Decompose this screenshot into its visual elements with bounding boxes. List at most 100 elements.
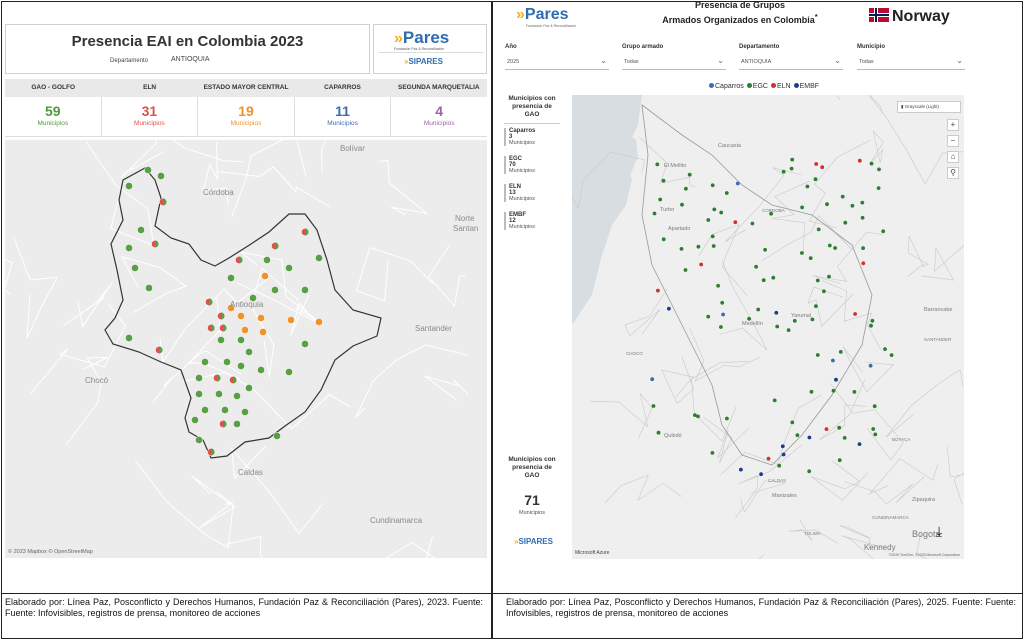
municipality-marker bbox=[809, 389, 814, 394]
rmap-label-bogota: Bogota bbox=[912, 529, 941, 539]
municipality-marker bbox=[223, 358, 231, 366]
municipality-marker bbox=[656, 430, 661, 435]
municipality-marker bbox=[842, 436, 847, 440]
right-map[interactable]: ▮ Grayscale (Light) + − ⌂ ⚲ Caucasia El … bbox=[572, 95, 964, 559]
muni-boundary bbox=[230, 446, 324, 535]
filter-group[interactable]: Grupo armado Todas ⌄ bbox=[622, 44, 726, 70]
muni-boundary bbox=[225, 536, 264, 558]
right-title-line2-wrap: Armados Organizados en Colombia* bbox=[630, 11, 850, 26]
municipality-marker-half bbox=[239, 256, 243, 264]
locate-button[interactable]: ⚲ bbox=[947, 167, 959, 179]
kpi-value: 19 bbox=[238, 103, 254, 119]
filter-group-select[interactable]: Todas ⌄ bbox=[622, 56, 726, 70]
municipality-marker bbox=[781, 452, 786, 457]
municipality-marker bbox=[822, 289, 826, 294]
rmap-label-manizales: Manizales bbox=[772, 493, 797, 499]
municipality-marker bbox=[877, 167, 881, 172]
group-sub: Municipios bbox=[509, 224, 535, 230]
download-icon[interactable]: ⤓ bbox=[936, 523, 943, 539]
muni-boundary bbox=[191, 475, 236, 529]
zoom-in-button[interactable]: + bbox=[947, 119, 959, 131]
road-line bbox=[916, 533, 928, 559]
municipality-marker bbox=[827, 274, 831, 279]
municipality-marker bbox=[763, 247, 767, 252]
municipality-marker bbox=[837, 425, 842, 430]
filter-department-label: Departamento bbox=[739, 44, 780, 50]
road-line bbox=[821, 280, 882, 350]
municipality-marker bbox=[719, 210, 724, 215]
muni-boundary bbox=[424, 375, 469, 401]
municipality-marker-half bbox=[211, 324, 215, 332]
municipality-marker bbox=[831, 388, 836, 393]
municipality-marker-half bbox=[163, 198, 167, 206]
municipality-marker bbox=[808, 256, 813, 260]
rmap-label-cordoba: CORDOBA bbox=[762, 208, 785, 213]
municipality-marker bbox=[285, 368, 293, 376]
map-legend: Caparros EGC ELN EMBF bbox=[706, 83, 819, 90]
municipality-marker bbox=[807, 435, 812, 440]
municipality-marker-half bbox=[209, 298, 213, 306]
road-line bbox=[830, 383, 904, 461]
road-line bbox=[907, 235, 930, 278]
municipality-marker bbox=[769, 211, 773, 216]
road-line bbox=[698, 224, 748, 296]
filter-year-select[interactable]: 2025 ⌄ bbox=[505, 56, 609, 70]
left-map[interactable]: Bolívar Córdoba Norte Santan Santander C… bbox=[5, 140, 487, 558]
municipality-marker-half bbox=[233, 376, 237, 384]
municipality-marker-half bbox=[305, 228, 309, 236]
rmap-label-kennedy: Kennedy bbox=[864, 543, 896, 552]
municipality-marker bbox=[771, 275, 776, 280]
municipality-marker bbox=[144, 166, 152, 174]
map-style-toggle[interactable]: ▮ Grayscale (Light) bbox=[897, 101, 961, 113]
municipality-marker bbox=[195, 390, 203, 398]
filter-year[interactable]: Año 2025 ⌄ bbox=[505, 44, 609, 70]
filter-municipality-select[interactable]: Todas ⌄ bbox=[857, 56, 965, 70]
municipality-marker bbox=[696, 244, 701, 249]
municipality-marker bbox=[201, 406, 209, 414]
group-value: 12 bbox=[509, 218, 516, 224]
municipality-marker bbox=[195, 374, 203, 382]
right-pares-logo-text: Pares bbox=[524, 6, 569, 23]
filter-department[interactable]: Departamento ANTIOQUIA ⌄ bbox=[739, 44, 843, 70]
municipality-marker bbox=[271, 286, 279, 294]
right-pares-logo: »Pares bbox=[516, 6, 569, 24]
road-line bbox=[735, 445, 802, 519]
left-dept-label: Departamento bbox=[110, 58, 149, 64]
municipality-marker bbox=[710, 234, 715, 239]
norway-text: Norway bbox=[892, 8, 950, 25]
sipares-chevron-icon: » bbox=[404, 57, 409, 66]
legend-dot-1 bbox=[746, 83, 752, 88]
road-line bbox=[691, 361, 749, 442]
road-line bbox=[758, 554, 765, 559]
municipality-marker bbox=[860, 215, 865, 220]
muni-boundary bbox=[30, 304, 127, 394]
muni-boundary bbox=[65, 356, 109, 445]
municipality-marker bbox=[873, 432, 878, 437]
home-view-button[interactable]: ⌂ bbox=[947, 151, 959, 163]
left-dashboard: Presencia EAI en Colombia 2023 Departame… bbox=[5, 24, 487, 564]
municipality-marker bbox=[217, 336, 225, 344]
filter-municipality[interactable]: Municipio Todas ⌄ bbox=[857, 44, 965, 70]
muni-boundary bbox=[379, 159, 429, 216]
municipality-marker-half bbox=[211, 448, 215, 456]
municipality-marker bbox=[257, 366, 265, 374]
municipality-marker bbox=[658, 197, 663, 202]
map-style-label: Grayscale (Light) bbox=[904, 104, 939, 109]
municipality-marker bbox=[815, 353, 820, 357]
filter-department-select[interactable]: ANTIOQUIA ⌄ bbox=[739, 56, 843, 70]
rmap-label-caldas: CALDAS bbox=[768, 478, 787, 483]
municipality-marker bbox=[869, 323, 873, 328]
municipality-marker bbox=[807, 469, 812, 474]
group-side-panel: Municipios con presencia de GAO Caparros… bbox=[504, 95, 560, 240]
municipality-marker bbox=[814, 162, 819, 166]
muni-boundary bbox=[385, 536, 435, 558]
municipality-marker bbox=[789, 166, 794, 171]
left-dept-value[interactable]: ANTIOQUIA bbox=[171, 56, 210, 63]
municipality-marker bbox=[820, 165, 825, 170]
municipality-marker-half bbox=[223, 324, 227, 332]
rmap-label-barrancabe: Barrancabe bbox=[924, 307, 953, 313]
municipality-marker bbox=[720, 300, 725, 305]
municipality-marker bbox=[759, 472, 763, 477]
map-style-icon: ▮ bbox=[901, 104, 905, 109]
zoom-out-button[interactable]: − bbox=[947, 135, 959, 147]
